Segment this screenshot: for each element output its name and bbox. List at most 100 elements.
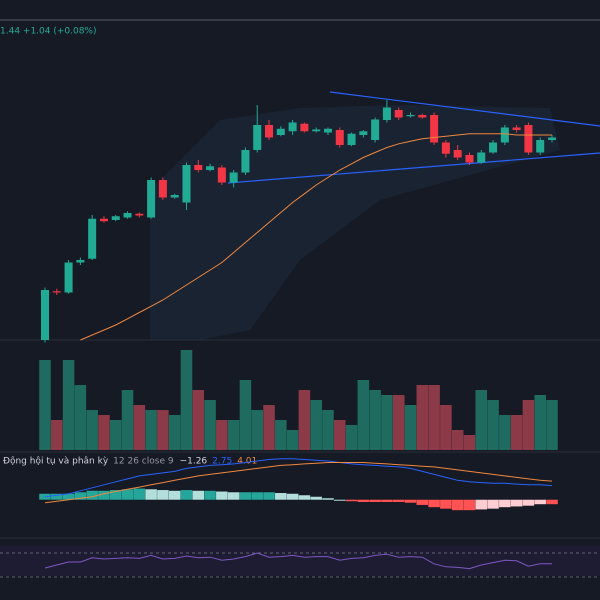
candle-body: [300, 123, 309, 132]
volume-bar: [404, 405, 417, 450]
macd-readout: −1.26: [180, 457, 208, 467]
macd-histogram: [263, 492, 275, 500]
macd-histogram: [357, 499, 370, 502]
volume-bar: [39, 360, 51, 450]
macd-histogram: [381, 499, 393, 502]
volume-bar: [204, 400, 216, 450]
macd-histogram: [475, 499, 488, 510]
volume-bar: [275, 420, 287, 450]
volume-bar: [392, 395, 405, 450]
band-shade: [150, 105, 560, 340]
volume-bar: [251, 410, 264, 450]
macd-histogram: [416, 499, 429, 505]
volume-bar: [428, 385, 440, 450]
volume-bar: [534, 395, 546, 450]
candle-body: [441, 142, 450, 154]
candle-body: [394, 110, 403, 118]
candle-body: [536, 140, 545, 153]
macd-histogram: [168, 490, 181, 500]
macd-histogram: [62, 493, 75, 500]
macd-label: Động hội tụ và phân kỳ 12 26 close 9 −1.2…: [3, 456, 257, 467]
candle-body: [88, 218, 97, 259]
macd-histogram: [369, 499, 381, 502]
volume-bar: [239, 380, 252, 450]
volume-bar: [487, 400, 499, 450]
candle-body: [406, 115, 415, 117]
volume-bar: [180, 350, 193, 450]
candle-body: [194, 165, 203, 170]
volume-bar: [86, 410, 98, 450]
macd-histogram: [227, 492, 240, 500]
macd-histogram: [534, 499, 546, 505]
candle-body: [371, 119, 380, 140]
candle-body: [500, 127, 509, 143]
moving-average: [80, 133, 552, 341]
candle-body: [288, 122, 297, 132]
macd-histogram: [463, 499, 476, 511]
candle-body: [265, 125, 274, 138]
candle-body: [206, 166, 215, 170]
volume-bar: [357, 380, 370, 450]
macd-histogram: [239, 492, 252, 500]
macd-histogram: [345, 499, 358, 502]
macd-histogram: [121, 489, 134, 500]
volume-bar: [381, 395, 393, 450]
candle-body: [135, 213, 144, 216]
volume-bar: [440, 405, 452, 450]
macd-histogram: [298, 495, 311, 500]
volume-bar: [333, 420, 346, 450]
volume-bar: [121, 390, 134, 450]
macd-histogram: [39, 493, 51, 500]
volume-bar: [227, 420, 240, 450]
volume-bar: [286, 430, 299, 450]
macd-histogram: [310, 496, 322, 500]
macd-histogram: [440, 499, 452, 509]
macd-params: 12 26 close 9: [113, 457, 174, 467]
volume-bar: [369, 390, 381, 450]
candle-body: [335, 130, 344, 145]
macd-histogram: [286, 493, 299, 500]
volume-bar: [133, 405, 146, 450]
candle-body: [359, 131, 368, 135]
candle-body: [430, 115, 439, 143]
macd-histogram: [522, 499, 535, 506]
candle-body: [489, 142, 498, 153]
volume-bar: [475, 390, 488, 450]
volume-bar: [345, 425, 358, 450]
candle-body: [465, 155, 474, 163]
candle-body: [382, 107, 391, 120]
macd-histogram: [216, 491, 228, 500]
macd-histogram: [98, 490, 110, 500]
macd-readout: 2.75: [212, 457, 232, 467]
macd-histogram: [133, 488, 146, 500]
macd-histogram: [51, 493, 63, 500]
volume-bar: [62, 360, 75, 450]
macd-histogram: [404, 499, 417, 503]
macd-histogram: [499, 499, 511, 508]
volume-bar: [216, 420, 228, 450]
macd-histogram: [322, 498, 334, 500]
volume-bar: [310, 400, 322, 450]
volume-bar: [546, 400, 558, 450]
candle-body: [253, 125, 262, 150]
candle-body: [524, 125, 533, 153]
volume-bar: [192, 390, 205, 450]
macd-histogram: [157, 490, 169, 500]
candle-body: [453, 150, 462, 158]
volume-bar: [145, 410, 157, 450]
candle-body: [547, 137, 557, 140]
macd-histogram: [428, 499, 440, 508]
candle-body: [158, 180, 167, 198]
candle-body: [347, 133, 356, 145]
macd-histogram: [180, 490, 193, 500]
candle-body: [217, 167, 226, 183]
candle-body: [99, 218, 108, 222]
macd-histogram: [251, 492, 264, 500]
macd-histogram: [510, 499, 523, 507]
trend-line: [329, 91, 600, 127]
macd-histogram: [333, 499, 346, 501]
volume-bar: [510, 415, 523, 450]
macd-histogram: [109, 490, 122, 500]
volume-bar: [522, 400, 535, 450]
candle-body: [418, 115, 427, 118]
